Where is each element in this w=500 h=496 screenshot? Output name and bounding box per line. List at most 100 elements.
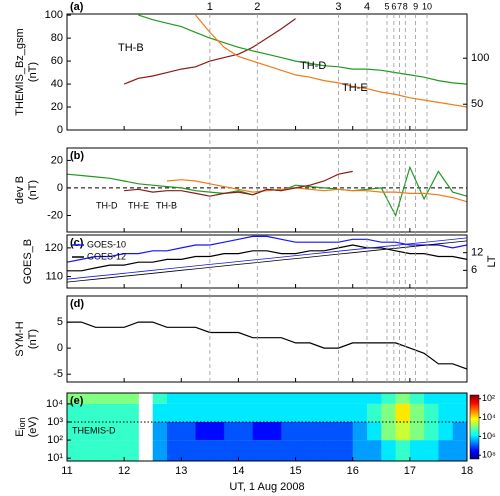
y-tick-label: 80 — [51, 32, 63, 44]
series-label: TH-B — [118, 42, 144, 54]
heat-cell — [167, 393, 182, 404]
heat-cell — [81, 440, 96, 461]
series-label: TH-B — [156, 200, 177, 210]
panel-label: (e) — [70, 395, 84, 407]
heat-cell — [395, 440, 411, 461]
y-label-text: THEMIS_Bz_gsm — [14, 28, 26, 115]
heat-cell — [152, 393, 168, 404]
event-label: 2 — [254, 1, 260, 13]
y-tick-label: 10¹ — [47, 452, 63, 464]
heat-cell — [452, 393, 467, 404]
y-axis-label: dev B — [14, 176, 26, 204]
y2-axis-label: LT — [486, 255, 498, 267]
y-tick-label: 20 — [51, 154, 63, 166]
series-line — [166, 179, 467, 203]
heat-cell — [181, 421, 196, 441]
colorbar-label: 10² — [482, 393, 495, 403]
series-line — [67, 244, 467, 272]
heat-cell — [338, 393, 354, 404]
heat-cell — [281, 403, 296, 422]
event-label: 4 — [364, 1, 370, 13]
panel — [67, 321, 467, 370]
heat-cell — [67, 403, 82, 422]
event-label: 5 — [384, 1, 389, 11]
x-tick-label: 17 — [404, 465, 416, 477]
y2-tick-label: 12 — [471, 247, 483, 259]
heat-cell — [224, 421, 239, 441]
heat-cell — [409, 440, 425, 461]
heat-cell — [267, 440, 282, 461]
series-line — [67, 240, 467, 283]
y-label-text: GOES_B — [22, 239, 34, 284]
series-line — [67, 165, 467, 218]
panel — [123, 14, 467, 108]
x-tick-label: 16 — [347, 465, 359, 477]
x-axis-label: UT, 1 Aug 2008 — [229, 481, 304, 493]
heat-cell — [281, 421, 296, 441]
y2-tick-label: 100 — [471, 52, 489, 64]
series-line — [67, 321, 467, 370]
series-line — [195, 14, 467, 108]
series-line — [123, 18, 296, 85]
legend-label: GOES-10 — [87, 239, 126, 249]
heat-cell — [381, 421, 396, 441]
panel — [67, 393, 467, 461]
heat-cell — [295, 403, 311, 422]
y-tick-label: -20 — [47, 209, 63, 221]
heat-cell — [124, 440, 139, 461]
y-tick-label: 60 — [51, 55, 63, 67]
heat-cell — [95, 403, 111, 422]
heat-cell — [295, 440, 311, 461]
heat-cell — [109, 421, 125, 441]
heat-cell — [81, 421, 96, 441]
panel-label: (a) — [70, 1, 84, 13]
panel-frame — [66, 147, 468, 233]
panel — [67, 165, 467, 218]
y-axis-label: Eion — [14, 417, 27, 436]
heat-cell — [424, 440, 439, 461]
heat-cell — [438, 393, 454, 404]
colorbar-label: 10⁶ — [482, 431, 496, 441]
heat-cell — [352, 440, 368, 461]
colorbar — [469, 394, 480, 460]
event-label: 3 — [335, 1, 341, 13]
heat-cell — [238, 440, 254, 461]
heat-cell — [452, 403, 467, 422]
series-line — [124, 170, 353, 197]
heat-cell — [267, 403, 282, 422]
y-tick-label: 0 — [57, 342, 63, 354]
y-tick-label: 110 — [45, 270, 63, 282]
series-label: TH-E — [342, 82, 368, 94]
panel-label: (d) — [70, 298, 84, 310]
event-label: 1 — [207, 1, 213, 13]
heat-cell — [81, 403, 96, 422]
panel-frame — [66, 392, 468, 462]
heat-cell — [124, 403, 139, 422]
heat-cell — [95, 421, 111, 441]
x-tick-label: 12 — [118, 465, 130, 477]
y-tick-label: 0 — [57, 182, 63, 194]
heat-cell — [181, 440, 196, 461]
heat-cell — [95, 440, 111, 461]
y-axis-label: GOES_B — [22, 239, 34, 284]
colorbar-label: 10⁴ — [482, 412, 496, 422]
event-label: 9 — [413, 1, 418, 11]
heat-cell — [209, 421, 225, 441]
panel — [67, 235, 467, 283]
heat-cell — [409, 393, 425, 404]
y-axis-label: SYM-H — [14, 321, 26, 357]
heat-cell — [352, 393, 368, 404]
heat-cell — [109, 393, 125, 404]
heat-cell — [195, 421, 211, 441]
heat-cell — [195, 393, 211, 404]
panel-frame — [66, 13, 468, 131]
y-tick-label: 20 — [51, 101, 63, 113]
heat-cell — [324, 393, 339, 404]
heat-cell — [238, 403, 254, 422]
heat-cell — [109, 403, 125, 422]
y-tick-label: 5 — [57, 316, 63, 328]
heat-cell — [224, 393, 239, 404]
heat-cell — [81, 393, 96, 404]
heat-cell — [324, 421, 339, 441]
heat-cell — [424, 393, 439, 404]
